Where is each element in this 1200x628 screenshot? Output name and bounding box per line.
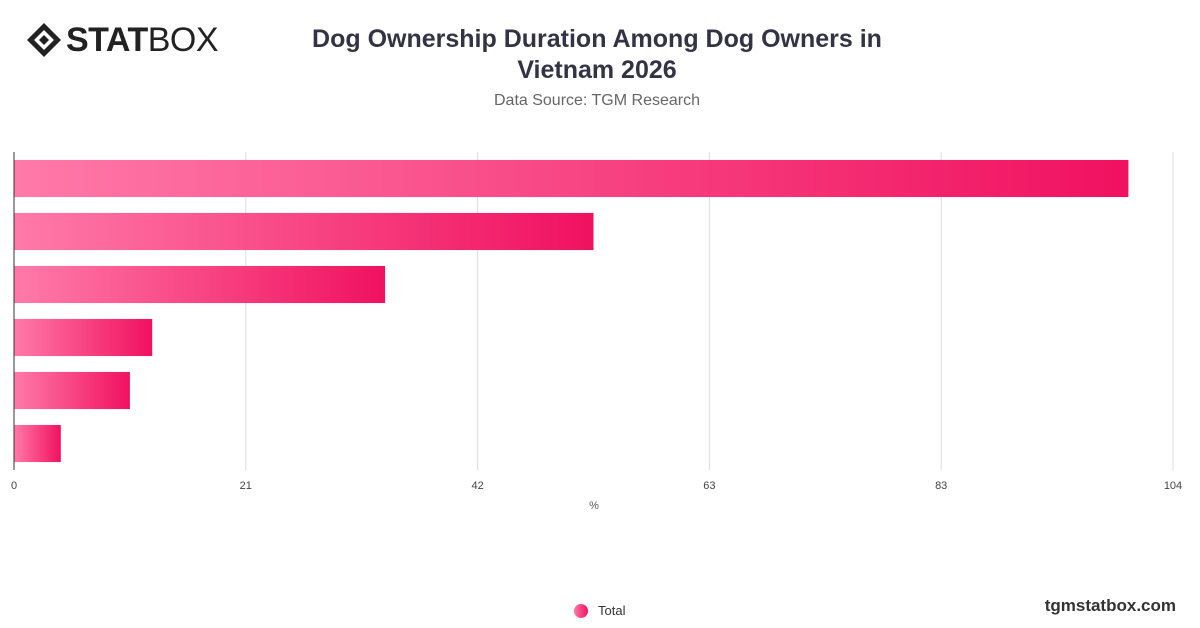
bar-total-2[interactable]: [14, 212, 594, 251]
chart-title-line-2: Vietnam 2026: [517, 56, 677, 84]
bar-total-1[interactable]: [14, 159, 1129, 198]
x-axis-label: %: [589, 500, 599, 512]
chart-subtitle: Data Source: TGM Research: [493, 92, 700, 109]
x-tick-label: 63: [703, 480, 715, 492]
bar-total-6[interactable]: [14, 424, 61, 463]
x-tick-label: 83: [935, 480, 947, 492]
site-watermark: tgmstatbox.com: [1044, 596, 1176, 615]
chart-title-line-1: Dog Ownership Duration Among Dog Owners …: [312, 25, 882, 53]
bar-chart: 0 21 42 63 83 104 %: [11, 152, 1182, 512]
brand-regular: BOX: [147, 21, 219, 59]
brand-bold: STAT: [66, 21, 148, 59]
legend-swatch: [574, 603, 588, 618]
bar-total-3[interactable]: [14, 265, 386, 304]
chart-legend[interactable]: Total: [574, 603, 625, 618]
bar-total-4[interactable]: [14, 318, 153, 357]
x-tick-label: 42: [471, 480, 483, 492]
bar-total-5[interactable]: [14, 371, 130, 410]
brand-logo: STATBOX: [26, 21, 219, 59]
x-tick-label: 21: [240, 480, 252, 492]
x-tick-label: 0: [11, 480, 17, 492]
diamond-logo-icon: [27, 23, 61, 57]
brand-wordmark: STATBOX: [66, 21, 219, 59]
x-tick-label: 104: [1164, 480, 1182, 492]
chart-title: Dog Ownership Duration Among Dog Owners …: [297, 24, 897, 86]
legend-label-total: Total: [598, 603, 626, 618]
